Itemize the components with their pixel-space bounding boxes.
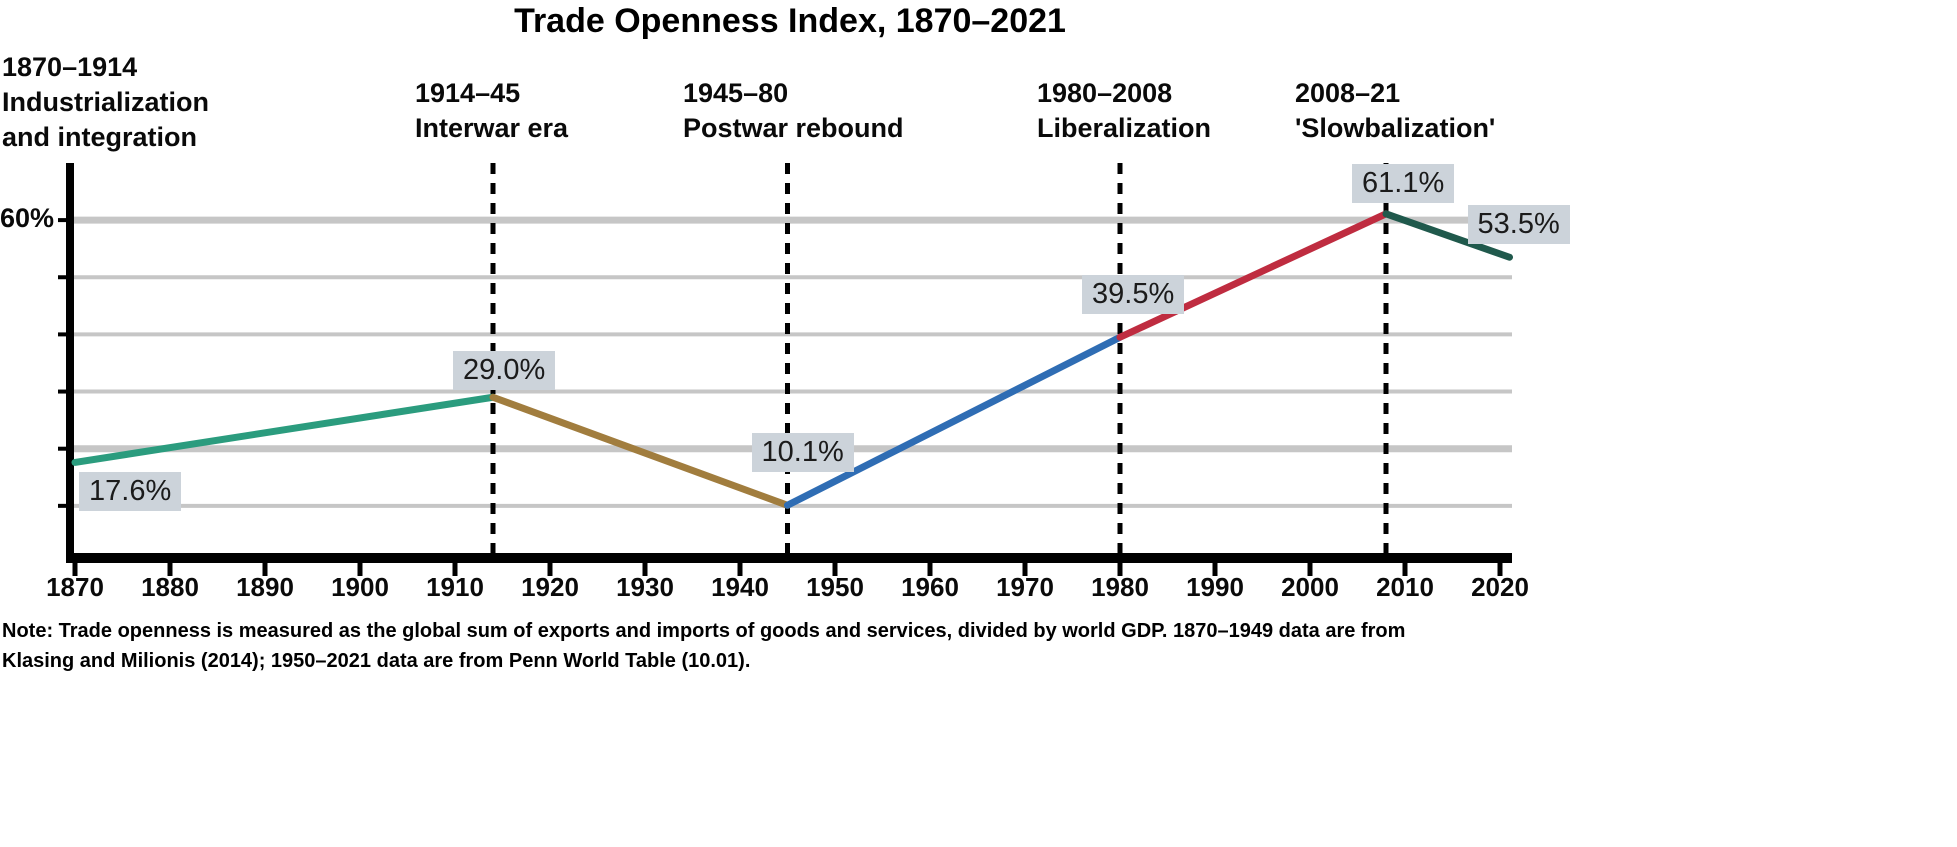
era-label-2: 1945–80 Postwar rebound <box>683 76 904 146</box>
era-label-line: 2008–21 <box>1295 78 1401 108</box>
chart-note-line1: Note: Trade openness is measured as the … <box>2 620 1406 642</box>
x-tick-label-1870: 1870 <box>46 572 104 602</box>
point-label-1945: 10.1% <box>751 433 854 473</box>
x-tick-label-1980: 1980 <box>1091 572 1149 602</box>
era-label-3: 1980–2008 Liberalization <box>1037 76 1211 146</box>
line-segment-1870-1914 <box>71 393 497 466</box>
chart-note-line2: Klasing and Milionis (2014); 1950–2021 d… <box>2 650 751 672</box>
x-tick-label-2000: 2000 <box>1281 572 1339 602</box>
point-label-1914: 29.0% <box>453 351 556 391</box>
era-label-line: 1980–2008 <box>1037 78 1173 108</box>
era-label-line: 1914–45 <box>415 78 521 108</box>
x-tick-label-1970: 1970 <box>996 572 1054 602</box>
point-label-1870: 17.6% <box>79 472 182 512</box>
era-label-line: 'Slowbalization' <box>1295 113 1496 143</box>
x-tick-label-2010: 2010 <box>1376 572 1434 602</box>
x-tick-label-1990: 1990 <box>1186 572 1244 602</box>
era-label-line: 1945–80 <box>683 78 789 108</box>
x-tick-label-2020: 2020 <box>1471 572 1529 602</box>
x-tick-label-1920: 1920 <box>521 572 579 602</box>
x-tick-label-1900: 1900 <box>331 572 389 602</box>
x-tick-label-1880: 1880 <box>141 572 199 602</box>
x-tick-label-1950: 1950 <box>806 572 864 602</box>
point-label-2021: 53.5% <box>1467 205 1570 245</box>
line-segment-1980-2008 <box>1116 210 1390 341</box>
x-tick-label-1940: 1940 <box>711 572 769 602</box>
x-tick-label-1960: 1960 <box>901 572 959 602</box>
era-label-line: 1870–1914 <box>2 52 138 82</box>
era-label-line: Postwar rebound <box>683 113 904 143</box>
era-label-0: 1870–1914 Industrialization and integratio… <box>2 50 209 155</box>
era-label-line: and integration <box>2 122 197 152</box>
line-segment-1914-1945 <box>489 393 791 509</box>
era-label-line: Liberalization <box>1037 113 1212 143</box>
point-label-2008: 61.1% <box>1352 163 1455 203</box>
chart-title: Trade Openness Index, 1870–2021 <box>514 2 1066 40</box>
x-tick-label-1890: 1890 <box>236 572 294 602</box>
y-axis-tick-label: 60% <box>0 203 55 233</box>
x-tick-label-1910: 1910 <box>426 572 484 602</box>
era-label-4: 2008–21 'Slowbalization' <box>1295 76 1495 146</box>
point-label-1980: 39.5% <box>1082 275 1185 315</box>
era-label-line: Industrialization <box>2 87 210 117</box>
era-label-1: 1914–45 Interwar era <box>415 76 568 146</box>
era-label-line: Interwar era <box>415 113 569 143</box>
line-segment-2008-2021 <box>1382 210 1513 261</box>
x-tick-label-1930: 1930 <box>616 572 674 602</box>
line-segment-1945-1980 <box>784 333 1124 509</box>
